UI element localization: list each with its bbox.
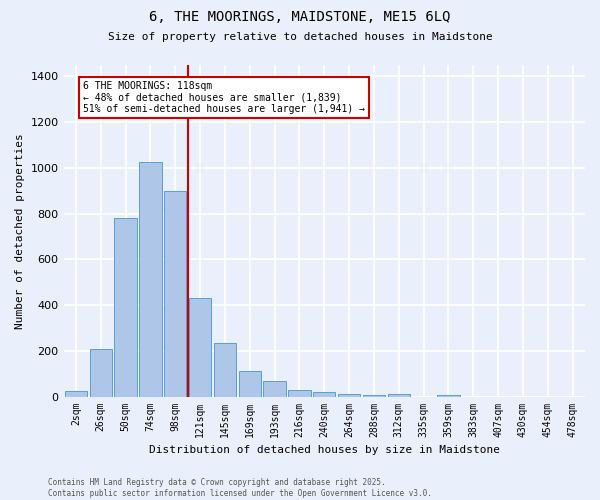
Bar [189,298,211,396]
Bar [115,218,137,396]
Text: 6, THE MOORINGS, MAIDSTONE, ME15 6LQ: 6, THE MOORINGS, MAIDSTONE, ME15 6LQ [149,10,451,24]
Text: Contains HM Land Registry data © Crown copyright and database right 2025.
Contai: Contains HM Land Registry data © Crown c… [48,478,432,498]
Bar [388,394,410,396]
Bar [164,191,187,396]
Bar [239,372,261,396]
Bar [263,380,286,396]
X-axis label: Distribution of detached houses by size in Maidstone: Distribution of detached houses by size … [149,445,500,455]
Bar [89,348,112,397]
Bar [313,392,335,396]
Bar [338,394,360,396]
Text: 6 THE MOORINGS: 118sqm
← 48% of detached houses are smaller (1,839)
51% of semi-: 6 THE MOORINGS: 118sqm ← 48% of detached… [83,81,365,114]
Bar [214,343,236,396]
Text: Size of property relative to detached houses in Maidstone: Size of property relative to detached ho… [107,32,493,42]
Y-axis label: Number of detached properties: Number of detached properties [15,133,25,328]
Bar [65,391,87,396]
Bar [288,390,311,396]
Bar [139,162,161,396]
